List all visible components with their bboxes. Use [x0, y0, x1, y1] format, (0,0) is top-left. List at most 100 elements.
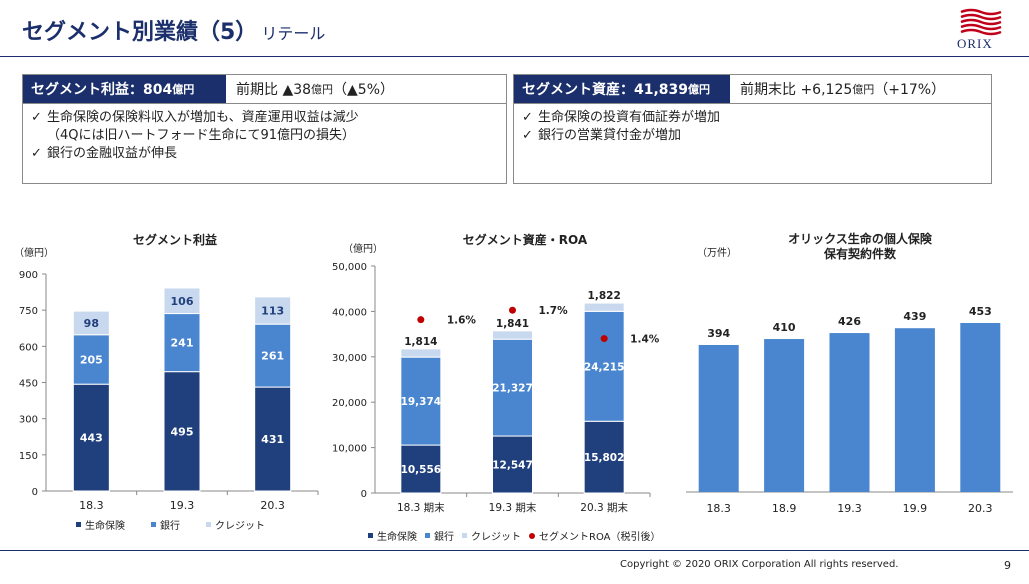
roa-label: 1.6%	[447, 315, 477, 327]
roa-point	[600, 335, 608, 343]
bar-segment	[72, 383, 110, 492]
y-tick-label: 900	[19, 270, 38, 281]
bar	[764, 339, 805, 492]
roa-label: 1.7%	[539, 305, 569, 317]
x-tick-label: 20.3	[260, 499, 285, 512]
x-tick-label: 19.3 期末	[489, 501, 537, 514]
chart3-title-line2: 保有契約件数	[823, 247, 896, 261]
segment-profit-yoy: 前期比 ▲38 億円 （▲5%）	[226, 75, 404, 103]
check-icon: ✓	[31, 110, 42, 125]
data-label: 113	[261, 305, 284, 318]
data-label: 431	[261, 433, 284, 446]
profit-summary-header: セグメント利益：804 億円 前期比 ▲38 億円 （▲5%）	[23, 75, 506, 104]
legend-label: 銀行	[160, 521, 180, 532]
check-icon: ✓	[522, 110, 533, 125]
y-tick-label: 20,000	[332, 398, 367, 409]
x-tick-label: 18.3	[79, 499, 104, 512]
legend-item: 銀行	[151, 517, 180, 532]
copyright-text: Copyright © 2020 ORIX Corporation All ri…	[620, 559, 899, 570]
data-label: 1,841	[496, 318, 529, 330]
chart3-unit: （万件）	[697, 248, 737, 259]
segment-profit-unit: 億円	[172, 83, 195, 96]
chart2-legend: 生命保険 銀行 クレジット セグメントROA（税引後）	[368, 528, 660, 543]
x-tick-label: 19.3	[170, 499, 195, 512]
bar-segment	[400, 348, 442, 358]
chart2-unit: （億円）	[343, 244, 383, 255]
page-title: セグメント別業績（5） リテール	[22, 14, 325, 46]
bar-segment	[254, 386, 292, 492]
policy-count-chart: 394 18.3 410 18.9 426 19.3 439 19.9 453 20.3	[686, 305, 1013, 515]
profit-summary-box: セグメント利益：804 億円 前期比 ▲38 億円 （▲5%） ✓ 生命保険の保険料収入…	[22, 74, 507, 184]
y-tick-label: 30,000	[332, 353, 367, 364]
segment-asset-yoy-unit: 億円	[852, 83, 875, 96]
bar-segment	[492, 330, 533, 340]
legend-item: クレジット	[462, 528, 521, 543]
segment-profit-label: セグメント利益：804 億円	[23, 75, 226, 103]
bar-segment	[254, 323, 292, 388]
data-label: 426	[838, 315, 861, 328]
bar	[829, 333, 870, 492]
data-label: 24,215	[584, 361, 625, 373]
legend-swatch	[529, 532, 535, 539]
bar-segment	[583, 302, 625, 312]
list-item: ✓ 生命保険の投資有価証券が増加	[522, 109, 983, 127]
list-item: ✓ 銀行の営業貸付金が増加	[522, 127, 983, 145]
data-label: 12,547	[492, 460, 533, 472]
data-label: 21,327	[492, 383, 533, 395]
data-label: 241	[171, 337, 194, 350]
footer-divider	[0, 550, 1029, 551]
asset-summary-header: セグメント資産：41,839 億円 前期末比 +6,125 億円 （+17%）	[514, 75, 991, 104]
data-label: 10,556	[401, 464, 442, 476]
y-tick-label: 40,000	[332, 307, 367, 318]
segment-profit-chart: 0 150 300 450 600 750 900 443 205 98 18.3 495 241 106…	[19, 270, 319, 512]
legend-label: 銀行	[434, 532, 454, 543]
y-tick-label: 10,000	[332, 444, 367, 455]
y-tick-label: 150	[19, 451, 38, 462]
roa-label: 1.4%	[630, 334, 660, 346]
segment-asset-label: セグメント資産：41,839 億円	[514, 75, 730, 103]
data-label: 410	[773, 321, 796, 334]
bullet-text: 銀行の営業貸付金が増加	[538, 128, 682, 143]
data-label: 495	[171, 425, 194, 438]
legend-label: クレジット	[215, 521, 265, 532]
bar	[698, 345, 739, 492]
bar-segment	[492, 435, 533, 494]
legend-swatch	[151, 522, 156, 527]
check-icon: ✓	[31, 146, 42, 161]
data-label: 453	[969, 305, 992, 318]
bar	[960, 322, 1001, 492]
segment-profit-yoy-suffix: （▲5%）	[333, 82, 395, 98]
data-label: 261	[261, 350, 284, 363]
data-label: 106	[171, 295, 194, 308]
y-tick-label: 600	[19, 342, 38, 353]
bar	[894, 328, 935, 492]
y-tick-label: 50,000	[332, 262, 367, 273]
bar-segment	[254, 296, 292, 325]
legend-label: クレジット	[471, 532, 521, 543]
y-tick-label: 300	[19, 415, 38, 426]
segment-profit-yoy-prefix: 前期比 ▲38	[236, 82, 312, 98]
data-label: 1,822	[588, 290, 621, 302]
asset-bullet-list: ✓ 生命保険の投資有価証券が増加 ✓ 銀行の営業貸付金が増加	[514, 104, 991, 145]
legend-item: クレジット	[206, 517, 265, 532]
bar-segment	[400, 444, 442, 494]
bar-segment	[492, 338, 533, 437]
y-tick-label: 450	[19, 379, 38, 390]
legend-swatch	[462, 533, 467, 538]
legend-label: 生命保険	[377, 532, 417, 543]
bar-segment	[163, 371, 201, 492]
data-label: 19,374	[401, 396, 442, 408]
legend-item: 銀行	[425, 528, 454, 543]
x-tick-label: 19.3	[837, 502, 862, 515]
segment-asset-yoy-suffix: （+17%）	[874, 82, 946, 98]
list-item: ✓ 銀行の金融収益が伸長	[31, 145, 498, 163]
segment-asset-yoy-prefix: 前期末比 +6,125	[740, 82, 853, 98]
profit-bullet-list: ✓ 生命保険の保険料収入が増加も、資産運用収益は減少 （4Qには旧ハートフォード生…	[23, 104, 506, 163]
x-tick-label: 20.3	[968, 502, 993, 515]
title-divider	[0, 56, 1029, 57]
legend-swatch	[368, 533, 373, 538]
y-tick-label: 0	[32, 487, 38, 498]
legend-label: セグメントROA（税引後）	[539, 532, 661, 543]
data-label: 205	[80, 353, 103, 366]
chart1-title: セグメント利益	[132, 233, 217, 247]
